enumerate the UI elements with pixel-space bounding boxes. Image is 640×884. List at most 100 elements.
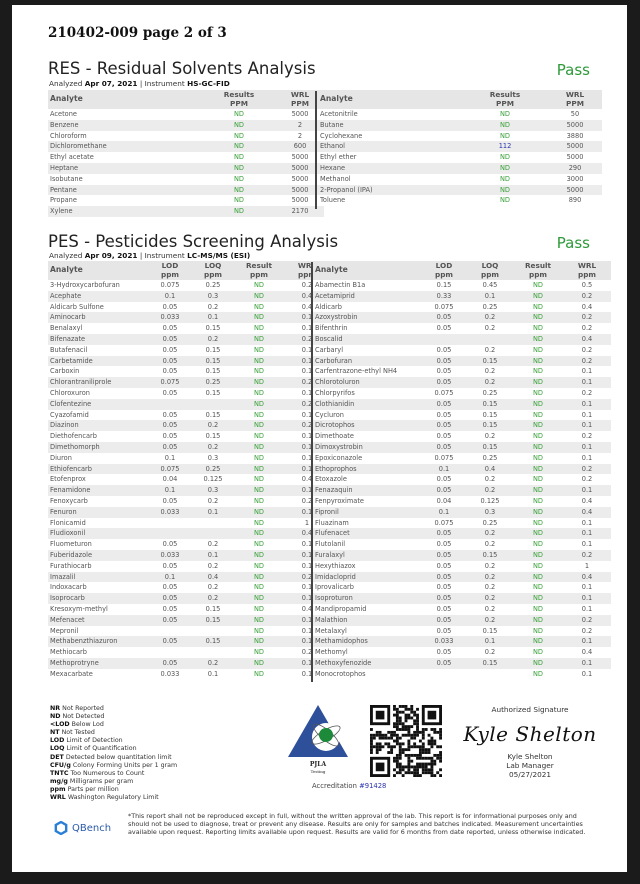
cell-result: ND	[532, 302, 543, 311]
analyte-name: Carbetamide	[48, 355, 148, 367]
table-row: Boscalid ND 0.4	[313, 333, 611, 345]
cell-lod: 0.05	[436, 475, 452, 484]
cell-results: ND	[202, 119, 276, 131]
analyte-name: Clofentezine	[48, 398, 148, 410]
cell-lod: 0.033	[148, 506, 192, 518]
cell-lod: 0.05	[162, 561, 178, 570]
cell-lod: 0.05	[162, 432, 178, 441]
legend-abbr: WRL	[50, 794, 66, 802]
column-header: LOQ ppm	[192, 261, 234, 280]
cell-result: ND	[513, 355, 563, 367]
cell-loq	[467, 333, 513, 345]
pjla-logo: PJLA Testing	[288, 705, 348, 774]
table-row: Fenoxycarb 0.05 0.2 ND 0.2	[48, 496, 330, 507]
analyte-name: Furathiocarb	[50, 561, 92, 570]
pes-analyzed-info: Analyzed Apr 09, 2021 | Instrument LC-MS…	[49, 251, 250, 260]
cell-lod: 0.05	[421, 398, 467, 410]
analyte-name: Cycluron	[315, 410, 344, 419]
cell-lod: 0.05	[436, 583, 452, 592]
column-header: LOD ppm	[148, 261, 192, 280]
cell-result: ND	[513, 593, 563, 604]
table-row: Chloroxuron 0.05 0.15 ND 0.1	[48, 388, 330, 399]
table-row: Furalaxyl 0.05 0.15 ND 0.2	[313, 549, 611, 561]
cell-result: ND	[234, 657, 284, 669]
cell-wrl: 0.4	[301, 302, 313, 311]
cell-result: ND	[253, 432, 264, 441]
cell-result: ND	[513, 312, 563, 324]
cell-wrl: 0.1	[563, 657, 611, 669]
table-row: Methomyl 0.05 0.2 ND 0.4	[313, 647, 611, 658]
cell-lod: 0.05	[162, 367, 178, 376]
cell-result: ND	[532, 583, 543, 592]
cell-wrl: 0.1	[284, 549, 330, 561]
cell-wrl: 0.1	[563, 485, 611, 496]
pjla-logo-text: PJLA	[310, 761, 327, 768]
cell-wrl: 0.1	[301, 669, 313, 678]
cell-wrl: 2	[276, 119, 324, 131]
instrument-label: | Instrument	[139, 251, 185, 260]
legend-abbr: NR	[50, 705, 61, 712]
cell-lod: 0.075	[434, 388, 454, 397]
cell-lod: 0.05	[162, 324, 178, 333]
cell-loq: 0.2	[484, 475, 496, 484]
table-row: Kresoxym-methyl 0.05 0.15 ND 0.4	[48, 604, 330, 615]
legend-abbr: CFU/g	[50, 761, 71, 769]
cell-lod: 0.05	[421, 614, 467, 626]
accreditation-number[interactable]: #91428	[359, 782, 387, 790]
analyte-name: Chloroform	[50, 131, 87, 140]
cell-lod: 0.05	[436, 432, 452, 441]
header-row: Analyte Results PPM WRL PPM	[48, 90, 324, 109]
analyte-name: Propane	[50, 196, 77, 205]
table-row: Dimoxystrobin 0.05 0.15 ND 0.1	[313, 441, 611, 453]
analyte-name: Mefenacet	[48, 614, 148, 626]
cell-wrl: 0.1	[563, 441, 611, 453]
analyzed-label: Analyzed	[49, 251, 83, 260]
cell-result: ND	[513, 549, 563, 561]
signature-image: Kyle Shelton	[463, 722, 597, 746]
legend-meaning: Too Numerous to Count	[70, 769, 145, 777]
table-row: Pentane ND 5000	[48, 184, 324, 196]
table-row: Ethoprophos 0.1 0.4 ND 0.2	[313, 463, 611, 475]
table-row: Metalaxyl 0.05 0.15 ND 0.2	[313, 626, 611, 637]
header-row: Analyte Results PPM WRL PPM	[318, 90, 602, 109]
legend-meaning: Washington Regulatory Limit	[67, 794, 159, 802]
cell-wrl: 0.1	[284, 463, 330, 475]
analyte-name: 3-Hydroxycarbofuran	[50, 281, 120, 289]
analyte-name: Hexythiazox	[315, 561, 356, 570]
cell-wrl: 0.5	[581, 281, 593, 289]
pjla-logo-subtext: Testing	[311, 769, 326, 774]
analyte-name: Flonicamid	[50, 518, 86, 527]
table-row: Dimethoate 0.05 0.2 ND 0.2	[313, 431, 611, 442]
cell-loq: 0.15	[205, 604, 221, 613]
table-row: Acetone ND 5000	[48, 109, 324, 120]
legend-meaning: Colony Forming Units per 1 gram	[72, 761, 178, 769]
analyte-name: Diazinon	[48, 420, 148, 432]
analyte-name: Chlorpyrifos	[315, 388, 355, 397]
cell-wrl: 0.1	[581, 518, 593, 527]
cell-wrl: 0.1	[301, 626, 313, 635]
cell-wrl: 3000	[566, 174, 584, 183]
table-row: Ethyl ether ND 5000	[318, 152, 602, 163]
cell-lod: 0.05	[148, 355, 192, 367]
legend-abbr: LOQ	[50, 745, 65, 753]
cell-wrl: 2	[297, 131, 303, 140]
cell-lod	[421, 669, 467, 680]
cell-wrl: 0.1	[284, 636, 330, 648]
cell-wrl: 0.1	[563, 398, 611, 410]
qr-code[interactable]	[370, 705, 442, 777]
cell-result: ND	[513, 571, 563, 583]
legend-abbr: LOD	[50, 737, 65, 745]
table-row: Chlorantraniliprole 0.075 0.25 ND 0.2	[48, 377, 330, 388]
cell-result: ND	[234, 463, 284, 475]
cell-result: ND	[253, 410, 264, 419]
cell-loq	[467, 669, 513, 680]
table-row: Hexane ND 290	[318, 162, 602, 174]
table-row: Fenamidone 0.1 0.3 ND 0.1	[48, 485, 330, 496]
abbreviation-legend: NR Not Reported ND Not Detected <LOD Below…	[50, 705, 177, 802]
table-row: Diuron 0.1 0.3 ND 0.1	[48, 453, 330, 464]
analyte-name: Ethanol	[318, 141, 462, 153]
cell-wrl: 0.1	[301, 432, 313, 441]
cell-result: ND	[532, 281, 543, 289]
table-row: Ethanol 112 5000	[318, 141, 602, 153]
table-row: Ethiofencarb 0.075 0.25 ND 0.1	[48, 463, 330, 475]
